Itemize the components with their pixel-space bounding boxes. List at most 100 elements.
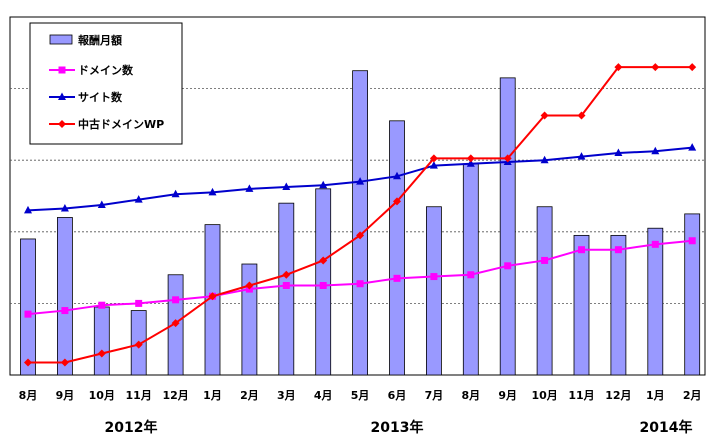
point-wp xyxy=(393,197,401,206)
x-tick-label: 12月 xyxy=(605,389,631,402)
point-domain xyxy=(98,301,106,309)
point-domain xyxy=(356,280,364,288)
legend-marker-domain xyxy=(58,66,66,74)
point-domain xyxy=(61,307,69,315)
bar-reward xyxy=(425,206,442,376)
bar-reward xyxy=(20,238,36,376)
x-tick-label: 11月 xyxy=(126,389,152,402)
x-tick-label: 6月 xyxy=(388,389,407,402)
point-site xyxy=(356,177,365,185)
x-tick-label: 5月 xyxy=(351,389,370,402)
point-wp xyxy=(60,358,69,367)
legend-marker-site xyxy=(58,92,66,100)
point-domain xyxy=(688,237,696,245)
bar-reward xyxy=(278,202,295,376)
point-site xyxy=(24,205,32,214)
x-tick-label: 4月 xyxy=(314,389,333,402)
x-tick-label: 1月 xyxy=(203,389,222,402)
point-domain xyxy=(614,246,622,254)
bar-reward xyxy=(57,217,73,376)
point-domain xyxy=(651,240,659,248)
x-tick-label: 2月 xyxy=(683,389,702,402)
point-site xyxy=(540,155,549,164)
bar-reward xyxy=(684,213,701,376)
point-domain xyxy=(135,299,143,307)
year-label: 2013年 xyxy=(371,419,424,436)
point-wp xyxy=(319,256,328,265)
point-site xyxy=(245,184,254,192)
x-tick-label: 11月 xyxy=(568,389,594,402)
year-label: 2012年 xyxy=(105,419,158,436)
point-domain xyxy=(541,256,549,264)
bar-reward xyxy=(536,206,553,376)
point-wp xyxy=(503,154,512,163)
point-wp xyxy=(282,270,291,279)
year-labels: 2012年 2013年 2014年 xyxy=(105,419,693,436)
point-domain xyxy=(467,271,475,279)
bar-reward xyxy=(352,70,369,376)
point-wp xyxy=(245,281,254,290)
point-domain xyxy=(172,296,180,304)
legend-label-site: サイト数 xyxy=(78,90,123,104)
point-site xyxy=(614,148,623,157)
point-wp xyxy=(614,63,623,72)
point-domain xyxy=(504,262,512,270)
bar-reward xyxy=(573,234,590,376)
x-tick-label: 8月 xyxy=(461,389,480,402)
x-tick-label: 1月 xyxy=(646,389,665,402)
legend: 報酬月額 ドメイン数 サイト数 中古ドメインWP xyxy=(29,22,183,145)
bar-reward xyxy=(315,188,332,376)
bar-reward xyxy=(610,234,627,376)
x-tick-label: 9月 xyxy=(56,389,75,402)
point-domain xyxy=(282,282,290,289)
point-site xyxy=(688,143,697,151)
legend-swatch-bar xyxy=(49,34,73,45)
x-tick-label: 3月 xyxy=(277,389,296,402)
point-wp xyxy=(540,111,549,120)
line-series xyxy=(24,63,697,367)
point-domain xyxy=(24,310,32,318)
point-wp xyxy=(208,292,217,301)
point-wp xyxy=(651,63,660,72)
bar-series xyxy=(20,70,701,376)
bar-reward xyxy=(93,306,110,376)
bar-reward xyxy=(462,163,479,376)
point-site xyxy=(60,204,69,212)
x-tick-label: 10月 xyxy=(89,389,115,402)
x-tick-label: 2月 xyxy=(240,389,259,402)
point-wp xyxy=(24,358,32,367)
point-site xyxy=(577,152,586,160)
point-domain xyxy=(393,274,401,282)
point-wp xyxy=(134,340,143,349)
point-wp xyxy=(688,63,697,72)
point-site xyxy=(282,182,291,191)
legend-marker-wp xyxy=(58,120,66,128)
point-wp xyxy=(466,154,475,163)
point-site xyxy=(393,171,401,180)
bar-reward xyxy=(647,227,664,376)
legend-label-bar: 報酬月額 xyxy=(78,33,122,47)
point-wp xyxy=(356,231,365,240)
point-site xyxy=(319,180,328,189)
legend-label-domain: ドメイン数 xyxy=(78,63,134,77)
x-tick-label: 9月 xyxy=(498,389,517,402)
x-tick-label: 8月 xyxy=(19,389,38,402)
legend-label-wp: 中古ドメインWP xyxy=(78,117,164,131)
point-wp xyxy=(97,349,106,358)
bar-reward xyxy=(241,263,258,376)
point-domain xyxy=(319,282,327,289)
year-label: 2014年 xyxy=(640,419,693,436)
point-site xyxy=(466,159,475,167)
x-tick-label: 10月 xyxy=(531,389,557,402)
bar-reward xyxy=(389,120,405,376)
point-site xyxy=(171,189,180,198)
point-wp xyxy=(577,111,586,120)
point-site xyxy=(208,187,217,196)
point-wp xyxy=(171,319,180,328)
point-wp xyxy=(429,154,438,163)
x-tick-label: 7月 xyxy=(425,389,444,402)
point-site xyxy=(97,200,106,208)
point-domain xyxy=(578,246,585,254)
x-axis-ticks: 8月 9月 10月 11月 12月 1月 2月 3月 4月 5月 6月 7月 8月 9月 10月 11月 12月… xyxy=(19,389,702,402)
point-site xyxy=(429,161,438,169)
